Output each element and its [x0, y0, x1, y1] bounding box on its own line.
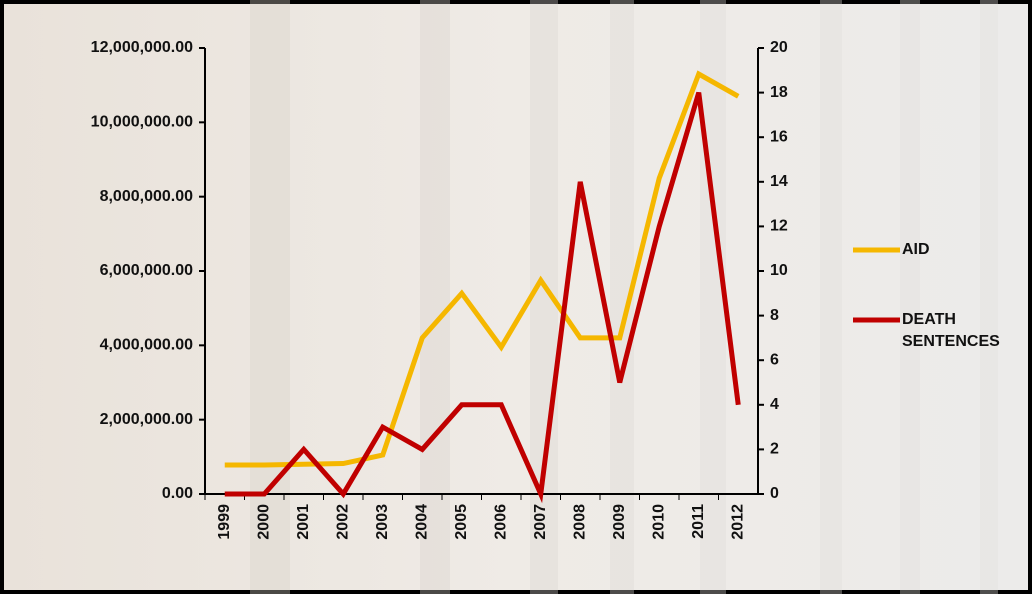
y2-tick-label: 16	[770, 128, 788, 145]
y2-tick-label: 18	[770, 84, 788, 101]
y2-tick-label: 6	[770, 351, 779, 368]
y2-tick-label: 4	[770, 396, 779, 413]
legend-label: AID	[902, 239, 1022, 261]
y-tick-label: 2,000,000.00	[100, 411, 194, 428]
y-tick-label: 4,000,000.00	[100, 337, 194, 354]
y2-tick-label: 10	[770, 262, 788, 279]
x-tick-label: 2011	[690, 504, 707, 539]
y-tick-label: 12,000,000.00	[91, 39, 193, 56]
page: 0.00 2,000,000.00 4,000,000.00 6,000,000.00…	[0, 0, 1032, 594]
y2-tick-label: 0	[770, 485, 779, 502]
x-tick-label: 2012	[729, 504, 746, 540]
x-tick-label: 1999	[216, 504, 233, 540]
x-tick-label: 2009	[611, 504, 628, 540]
x-tick-label: 2000	[255, 504, 272, 540]
x-tick-label: 2006	[492, 504, 509, 540]
y2-tick-label: 20	[770, 39, 788, 56]
y-tick-label: 0.00	[162, 485, 193, 502]
x-tick-label: 2010	[650, 504, 667, 540]
y-tick-label: 10,000,000.00	[91, 114, 193, 131]
x-tick-label: 2004	[413, 504, 430, 540]
x-tick-label: 2007	[532, 504, 549, 540]
background	[2, 2, 1030, 592]
x-tick-label: 2008	[571, 504, 588, 540]
legend-label: DEATH SENTENCES	[902, 309, 1022, 353]
y2-tick-label: 12	[770, 218, 788, 235]
y-tick-label: 6,000,000.00	[100, 262, 194, 279]
y-tick-label: 8,000,000.00	[100, 188, 194, 205]
x-tick-label: 2001	[295, 504, 312, 540]
chart: 0.00 2,000,000.00 4,000,000.00 6,000,000.00…	[0, 0, 1032, 594]
y2-tick-label: 14	[770, 173, 788, 190]
x-tick-label: 2003	[374, 504, 391, 540]
y2-tick-label: 8	[770, 307, 779, 324]
x-tick-label: 2002	[334, 504, 351, 540]
y2-tick-label: 2	[770, 441, 779, 458]
x-tick-label: 2005	[453, 504, 470, 540]
